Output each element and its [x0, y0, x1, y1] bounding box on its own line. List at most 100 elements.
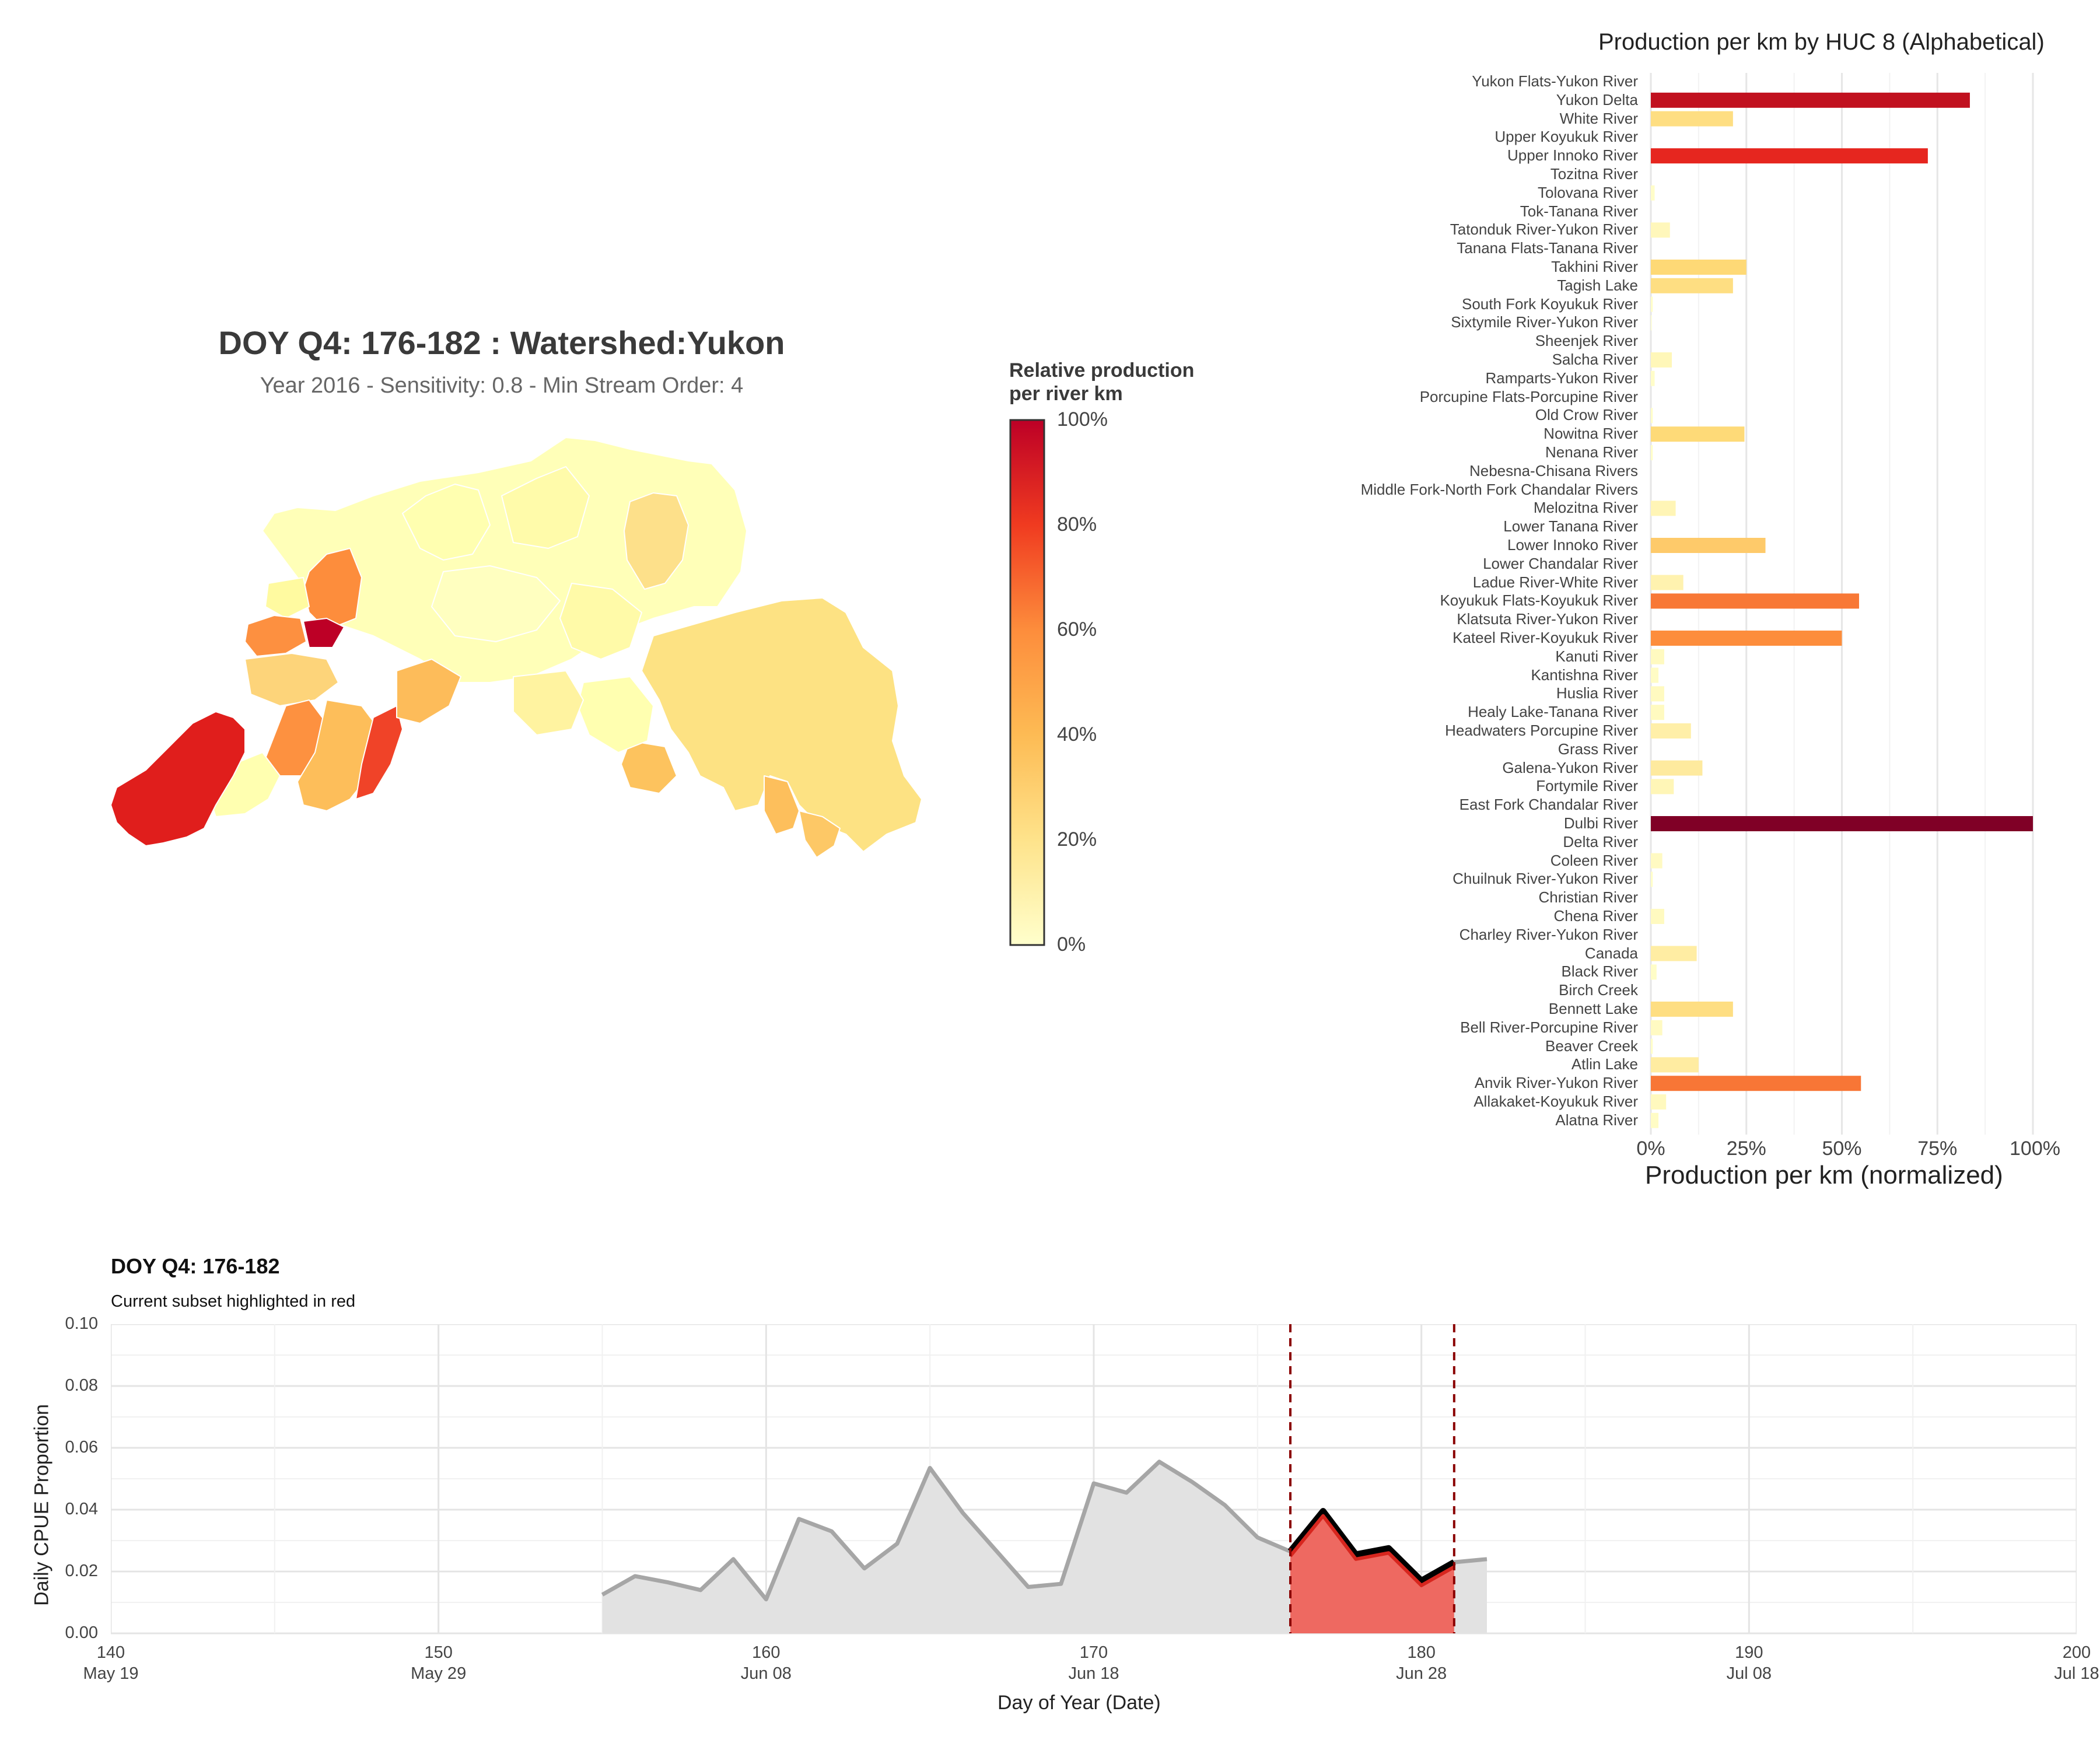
bar-category-label: Christian River — [1538, 888, 1639, 907]
bar — [1651, 667, 1659, 683]
bar-category-label: Tatonduk River-Yukon River — [1450, 220, 1638, 239]
bar — [1651, 296, 1653, 312]
bar — [1651, 352, 1672, 368]
bar-category-label: Tagish Lake — [1557, 276, 1638, 294]
ts-line-highlight-outline — [1287, 1508, 1456, 1584]
ts-xtick-date: Jun 28 — [1396, 1664, 1447, 1683]
map-region-west-mid — [244, 653, 339, 706]
bar — [1651, 222, 1670, 238]
bar-category-label: Bennett Lake — [1548, 1000, 1638, 1017]
ts-ytick-label: 0.00 — [65, 1623, 98, 1642]
bar — [1651, 705, 1664, 720]
legend-title-line2: per river km — [1009, 383, 1123, 405]
map-region-southeast-orange — [764, 775, 800, 835]
bar-category-label: Old Crow River — [1535, 406, 1638, 424]
bar — [1651, 1057, 1699, 1073]
map-title: DOY Q4: 176-182 : Watershed:Yukon — [218, 324, 785, 361]
legend-colorbar — [1009, 419, 1045, 946]
legend-title: Relative production per river km — [1009, 359, 1194, 405]
ts-line-highlight — [1289, 1514, 1455, 1587]
map-region-south-e — [513, 670, 584, 736]
map-region-southeast-b — [799, 810, 841, 858]
bar — [1651, 649, 1664, 664]
bar-category-label: Lower Tanana River — [1503, 517, 1638, 536]
bar — [1651, 1094, 1667, 1110]
ts-plot — [111, 1324, 2077, 1634]
bar — [1651, 538, 1766, 553]
bar — [1651, 148, 1928, 164]
ts-xtick-doy: 190 — [1735, 1643, 1763, 1662]
ts-xtick-label: 190 Jul 08 — [1702, 1642, 1796, 1684]
ts-xtick-doy: 180 — [1407, 1643, 1436, 1662]
ts-xtick-doy: 140 — [96, 1643, 125, 1662]
ts-ytick-label: 0.10 — [65, 1314, 98, 1333]
map-region-yukon-delta — [110, 711, 246, 846]
legend-tick-label: 80% — [1057, 513, 1097, 536]
bar-category-label: Bell River-Porcupine River — [1460, 1018, 1638, 1036]
bar-category-label: Birch Creek — [1559, 981, 1638, 999]
bar — [1651, 760, 1703, 776]
bar — [1651, 723, 1691, 738]
bar — [1651, 501, 1676, 516]
bar — [1651, 92, 1970, 108]
map-region-dulbi — [303, 618, 345, 648]
bar-chart-title: Production per km by HUC 8 (Alphabetical… — [1598, 29, 2045, 55]
bar-category-label: Porcupine Flats-Porcupine River — [1419, 387, 1638, 405]
ts-ytick-label: 0.02 — [65, 1562, 98, 1580]
ts-xtick-date: May 29 — [411, 1664, 467, 1683]
bar — [1651, 853, 1662, 869]
bar-category-label: Chuilnuk River-Yukon River — [1452, 870, 1638, 888]
map-region-south-c — [621, 740, 677, 794]
bar-category-label: Ramparts-Yukon River — [1485, 369, 1638, 387]
ts-title: DOY Q4: 176-182 — [111, 1254, 280, 1278]
map-region-central — [431, 565, 561, 642]
bar-category-label: Fortymile River — [1536, 777, 1638, 795]
bar-category-label: Healy Lake-Tanana River — [1468, 703, 1638, 721]
bar — [1651, 260, 1746, 275]
bar-category-label: Tanana Flats-Tanana River — [1457, 239, 1638, 257]
legend-tick-label: 0% — [1057, 933, 1086, 956]
map-region-north-ridge — [402, 484, 491, 561]
bar — [1651, 631, 1842, 646]
bar — [1651, 964, 1657, 980]
map-region-west-orange-b — [396, 659, 461, 724]
bar-category-label: Grass River — [1558, 740, 1638, 758]
ts-xtick-label: 200 Jul 18 — [2030, 1642, 2100, 1684]
legend-tick-label: 20% — [1057, 828, 1097, 850]
bar-category-label: Upper Koyukuk River — [1494, 128, 1638, 146]
ts-xtick-date: May 19 — [83, 1664, 139, 1683]
ts-xtick-date: Jul 18 — [2054, 1664, 2099, 1683]
ts-xtick-label: 180 Jun 28 — [1375, 1642, 1468, 1684]
bar-category-label: Charley River-Yukon River — [1459, 925, 1638, 943]
bar-category-label: Kanuti River — [1555, 647, 1638, 665]
bar-category-label: South Fork Koyukuk River — [1461, 295, 1638, 313]
legend-tick-label: 100% — [1057, 408, 1108, 430]
ts-xtick-label: 150 May 29 — [392, 1642, 485, 1684]
bar — [1651, 1112, 1659, 1128]
map-region-south-d — [577, 676, 654, 753]
bar — [1651, 1020, 1662, 1035]
ts-area-highlight — [1290, 1511, 1454, 1633]
ts-xtick-label: 140 May 19 — [64, 1642, 158, 1684]
bar-category-label: Chena River — [1553, 907, 1638, 925]
bar-category-label: East Fork Chandalar River — [1459, 796, 1638, 814]
bar-category-label: Galena-Yukon River — [1502, 758, 1638, 776]
bar-xtick-label: 25% — [1726, 1138, 1766, 1160]
bar — [1651, 1038, 1653, 1054]
bar-category-label: Alatna River — [1555, 1111, 1638, 1129]
ts-xtick-label: 170 Jun 18 — [1047, 1642, 1140, 1684]
bar — [1651, 445, 1653, 460]
bar-category-label: Canada — [1584, 944, 1638, 962]
bar — [1651, 816, 2033, 831]
ts-ytick-label: 0.08 — [65, 1376, 98, 1395]
ts-xtick-label: 160 Jun 08 — [719, 1642, 813, 1684]
bar-category-label: Salcha River — [1552, 351, 1638, 368]
bar — [1651, 686, 1664, 702]
bar-category-label: Melozitna River — [1533, 499, 1638, 517]
legend-title-line1: Relative production — [1009, 359, 1195, 382]
bar-category-label: Middle Fork-North Fork Chandalar Rivers — [1360, 480, 1638, 498]
bar — [1651, 1002, 1733, 1017]
map-region-east-orange — [624, 492, 689, 590]
bar-category-label: Kantishna River — [1531, 666, 1638, 684]
bar-category-label: Takhini River — [1551, 258, 1638, 275]
